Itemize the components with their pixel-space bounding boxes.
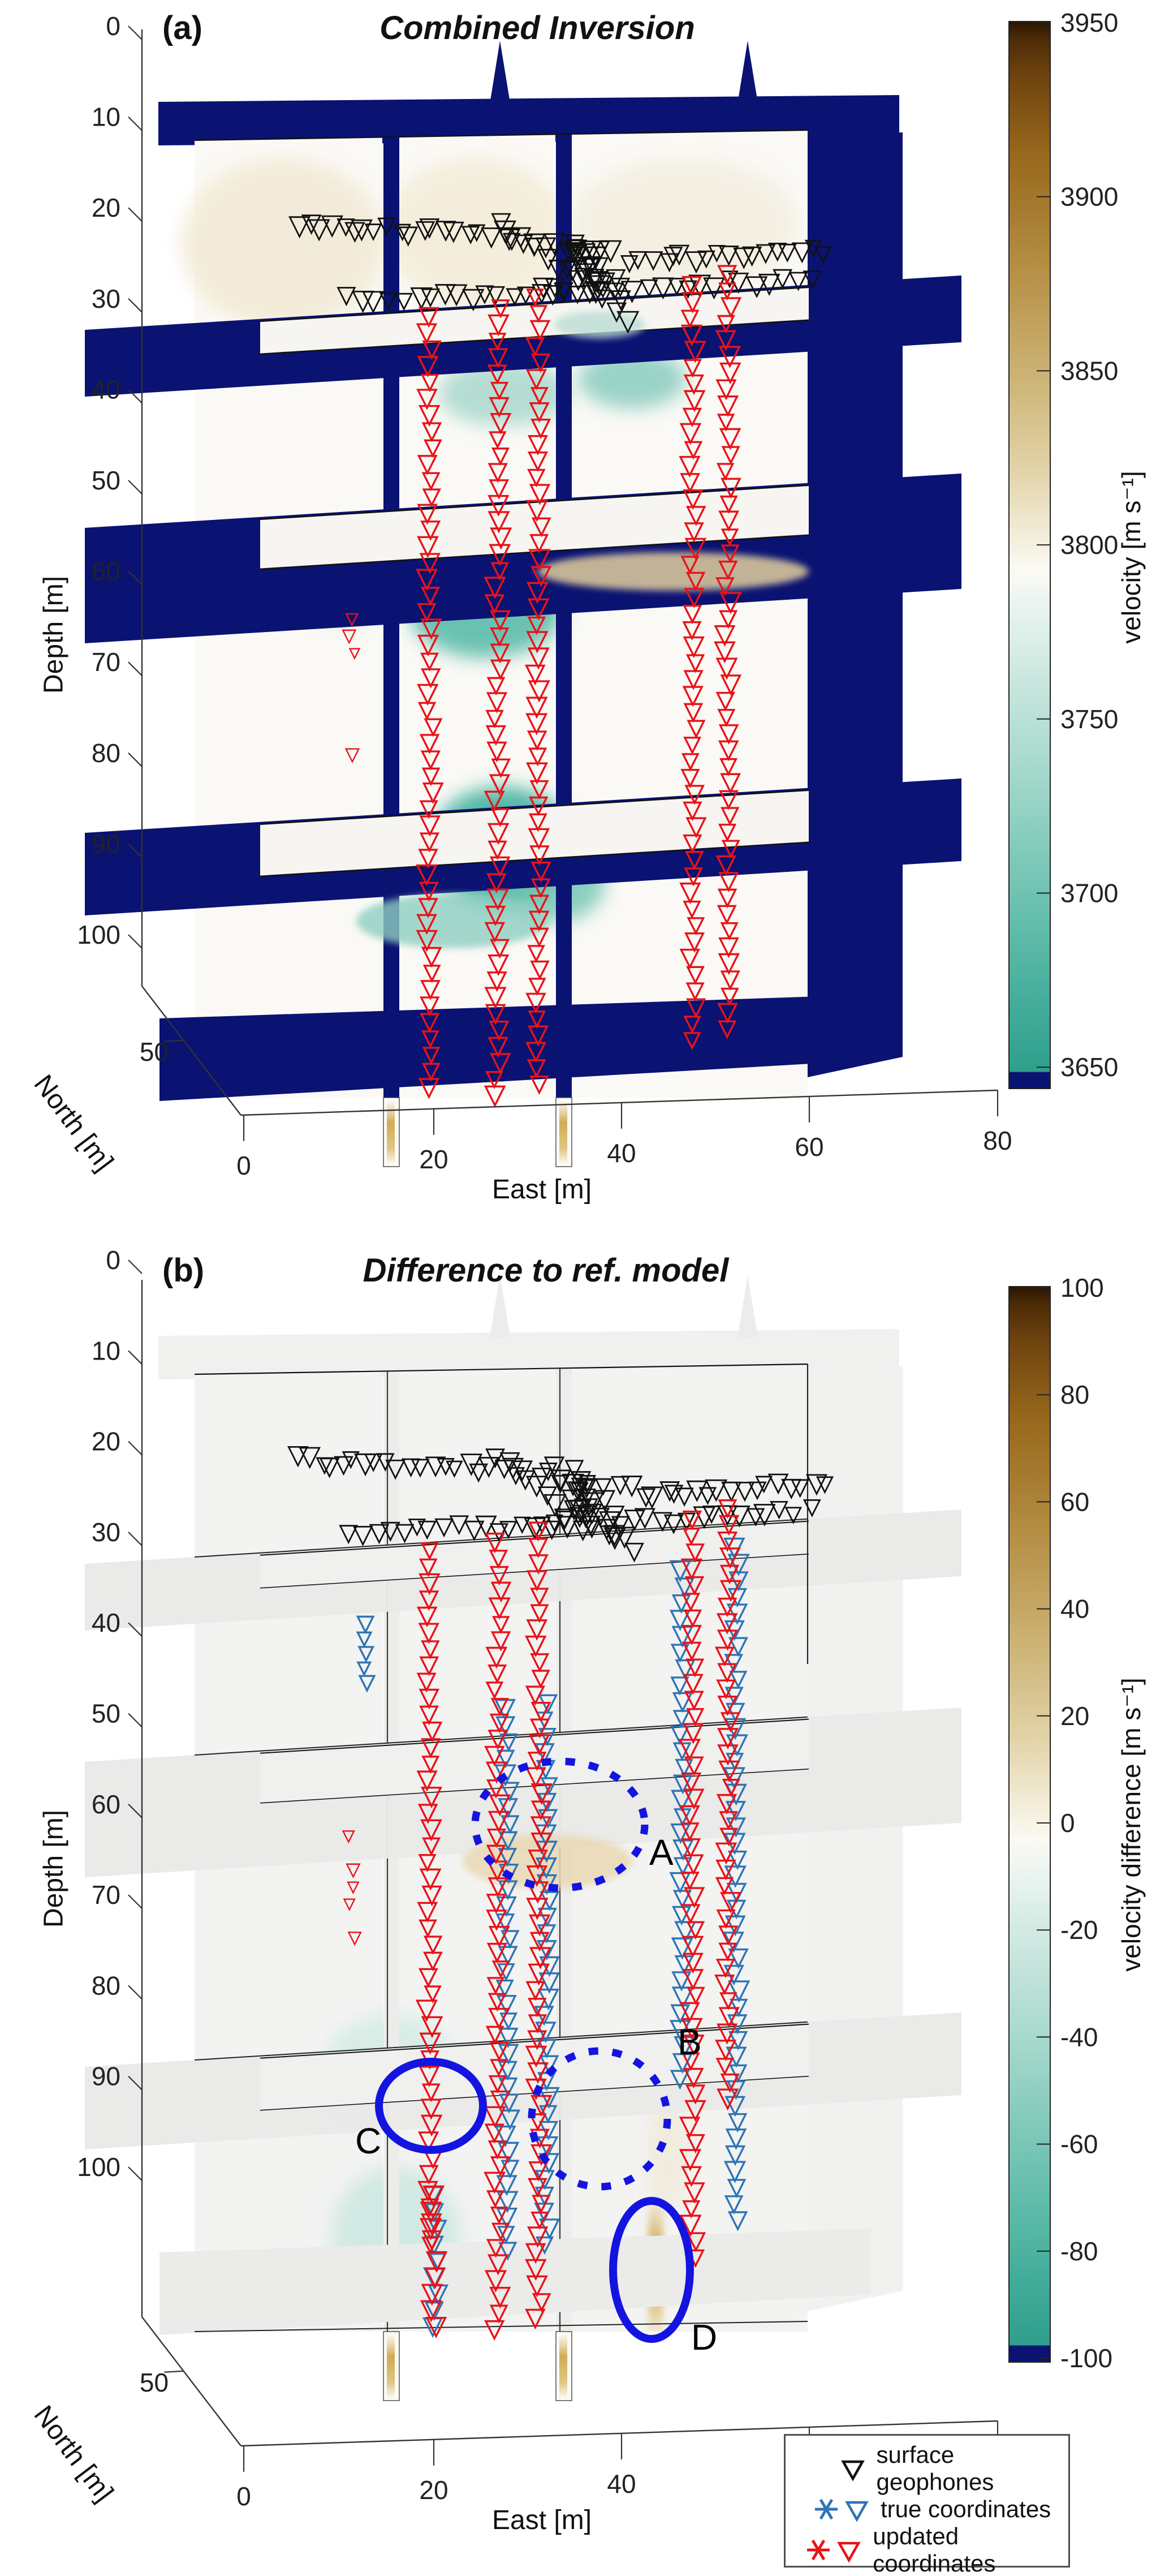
annotation-label-C: C [355,2121,381,2161]
panel-b-colorbar-label: velocity difference [m s⁻¹] [1116,1678,1146,1972]
annotation-ellipse-A [471,1757,649,1892]
annotation-ellipse-C [375,2058,487,2154]
svg-text:-100: -100 [1060,2343,1112,2373]
svg-text:-80: -80 [1060,2237,1098,2266]
surface-geophones-a [288,213,832,334]
legend-label: true coordinates [881,2496,1051,2522]
svg-text:0: 0 [106,11,120,41]
panel-a-east-axis-label: East [m] [492,1175,592,1205]
legend-row-surface-geophones: surface geophones [786,2441,1068,2496]
svg-text:40: 40 [92,1608,120,1637]
svg-text:60: 60 [92,1790,120,1819]
panel-a-colorbar-label: velocity [m s⁻¹] [1116,471,1146,644]
svg-text:90: 90 [92,829,120,858]
svg-text:20: 20 [419,1145,448,1174]
triangle-icon [837,2541,861,2563]
legend-row-updated-coordinates: updated coordinates [786,2523,1068,2576]
svg-text:20: 20 [92,1427,120,1456]
svg-text:-20: -20 [1060,1915,1098,1945]
svg-text:50: 50 [92,1699,120,1728]
panel-b-depth-axis-label: Depth [m] [38,1809,69,1928]
triangle-icon [845,2501,869,2522]
svg-text:80: 80 [983,1126,1012,1155]
panel-b-tag: (b) [162,1252,205,1289]
svg-text:20: 20 [92,193,120,222]
panel-b-title: Difference to ref. model [363,1252,729,1289]
svg-text:60: 60 [92,557,120,586]
svg-text:70: 70 [92,647,120,677]
svg-text:40: 40 [607,1138,636,1168]
panel-a-tag: (a) [162,10,202,46]
annotation-label-D: D [691,2317,717,2358]
svg-text:90: 90 [92,2062,120,2091]
svg-text:3900: 3900 [1060,182,1118,212]
legend-label: surface geophones [876,2441,994,2495]
svg-text:0: 0 [236,2482,251,2511]
svg-text:0: 0 [1060,1808,1075,1838]
svg-text:-60: -60 [1060,2130,1098,2159]
svg-text:3950: 3950 [1060,8,1118,37]
updated-coordinates-marker-icons [786,2536,862,2564]
svg-text:20: 20 [419,2475,448,2505]
svg-text:100: 100 [77,2152,120,2182]
annotation-ellipse-D [609,2197,694,2343]
annotation-label-B: B [678,2022,702,2062]
panel-a-title: Combined Inversion [379,10,695,46]
panel-a-depth-axis-label: Depth [m] [38,575,69,694]
legend-label: updated coordinates [873,2523,996,2576]
svg-text:3750: 3750 [1060,704,1118,734]
svg-text:40: 40 [1060,1594,1089,1624]
svg-text:100: 100 [1060,1273,1104,1302]
svg-text:0: 0 [106,1245,120,1275]
panel-b-east-axis-label: East [m] [492,2505,592,2535]
svg-text:10: 10 [92,102,120,132]
svg-text:60: 60 [795,1132,823,1162]
svg-text:3800: 3800 [1060,530,1118,560]
annotation-ellipse-B [528,2047,671,2191]
svg-text:3850: 3850 [1060,356,1118,385]
svg-text:100: 100 [77,920,120,949]
colorbar-b: 100 80 60 40 20 0 -20 -40 -60 -80 -100 [1008,1273,1112,2373]
svg-text:40: 40 [92,375,120,404]
svg-text:20: 20 [1060,1701,1089,1731]
svg-text:10: 10 [92,1336,120,1365]
svg-text:30: 30 [92,1517,120,1547]
panel-a-scene: 0 10 20 30 40 50 60 70 80 90 100 50 0 20 40 60 80 3950 390… [77,8,1118,1180]
legend: surface geophones true coordinates updat… [784,2434,1070,2576]
axes-a: 0 10 20 30 40 50 60 70 80 90 100 50 0 20 40 60 80 [77,11,1012,1180]
surface-geophone-triangle-icon [786,2455,866,2482]
asterisk-icon [807,2539,830,2561]
triangle-icon [840,2460,865,2482]
svg-text:60: 60 [1060,1487,1089,1516]
true-coordinates-marker-icons [786,2496,870,2523]
svg-text:80: 80 [92,738,120,768]
svg-text:-40: -40 [1060,2022,1098,2052]
svg-text:80: 80 [92,1971,120,2000]
svg-text:80: 80 [1060,1380,1089,1409]
svg-text:30: 30 [92,284,120,313]
svg-text:40: 40 [607,2469,636,2498]
svg-text:50: 50 [140,2368,169,2397]
annotation-label-A: A [649,1832,674,1873]
svg-text:70: 70 [92,1880,120,1910]
svg-text:0: 0 [236,1151,251,1180]
legend-row-true-coordinates: true coordinates [786,2496,1068,2523]
updated-coordinate-markers-a [342,265,742,1108]
svg-text:50: 50 [92,466,120,495]
panel-b-scene: ABCD010203040506070809010050020406080100… [77,1245,1112,2511]
colorbar-a: 3950 3900 3850 3800 3750 3700 3650 [1008,8,1118,1089]
svg-text:3650: 3650 [1060,1052,1118,1082]
svg-text:3700: 3700 [1060,879,1118,908]
asterisk-icon [815,2498,838,2520]
svg-text:50: 50 [140,1037,169,1066]
